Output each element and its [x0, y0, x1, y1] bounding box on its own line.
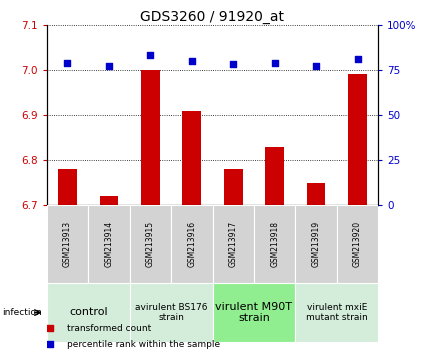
Bar: [99, 196, 118, 205]
Bar: [58, 169, 77, 205]
Bar: [254, 205, 295, 283]
Text: control: control: [69, 307, 108, 318]
Bar: [212, 283, 295, 342]
Bar: [47, 205, 88, 283]
Point: [188, 58, 195, 64]
Text: GSM213916: GSM213916: [187, 221, 196, 267]
Text: GSM213913: GSM213913: [63, 221, 72, 267]
Text: GSM213918: GSM213918: [270, 221, 279, 267]
Text: GSM213920: GSM213920: [353, 221, 362, 267]
Text: virulent M90T
strain: virulent M90T strain: [215, 302, 292, 323]
Point: [271, 60, 278, 65]
Point: [147, 53, 154, 58]
Bar: [130, 283, 212, 342]
Bar: [295, 205, 337, 283]
Bar: [130, 205, 171, 283]
Text: avirulent BS176
strain: avirulent BS176 strain: [135, 303, 207, 322]
Point: [47, 326, 54, 331]
Point: [354, 56, 361, 62]
Bar: [295, 283, 378, 342]
Bar: [171, 205, 212, 283]
Bar: [348, 74, 367, 205]
Text: infection: infection: [2, 308, 42, 317]
Bar: [337, 205, 378, 283]
Point: [230, 62, 237, 67]
Title: GDS3260 / 91920_at: GDS3260 / 91920_at: [141, 10, 284, 24]
Text: virulent mxiE
mutant strain: virulent mxiE mutant strain: [306, 303, 368, 322]
Text: GSM213917: GSM213917: [229, 221, 238, 267]
Bar: [212, 205, 254, 283]
Text: percentile rank within the sample: percentile rank within the sample: [67, 340, 220, 349]
Bar: [141, 70, 160, 205]
Bar: [182, 110, 201, 205]
Bar: [224, 169, 243, 205]
Bar: [47, 283, 130, 342]
Point: [64, 60, 71, 65]
Point: [105, 63, 112, 69]
Point: [313, 63, 320, 69]
Bar: [265, 147, 284, 205]
Text: transformed count: transformed count: [67, 324, 151, 333]
Point: [47, 341, 54, 347]
Bar: [88, 205, 130, 283]
Text: GSM213919: GSM213919: [312, 221, 320, 267]
Text: GSM213915: GSM213915: [146, 221, 155, 267]
Bar: [307, 183, 326, 205]
Text: GSM213914: GSM213914: [105, 221, 113, 267]
